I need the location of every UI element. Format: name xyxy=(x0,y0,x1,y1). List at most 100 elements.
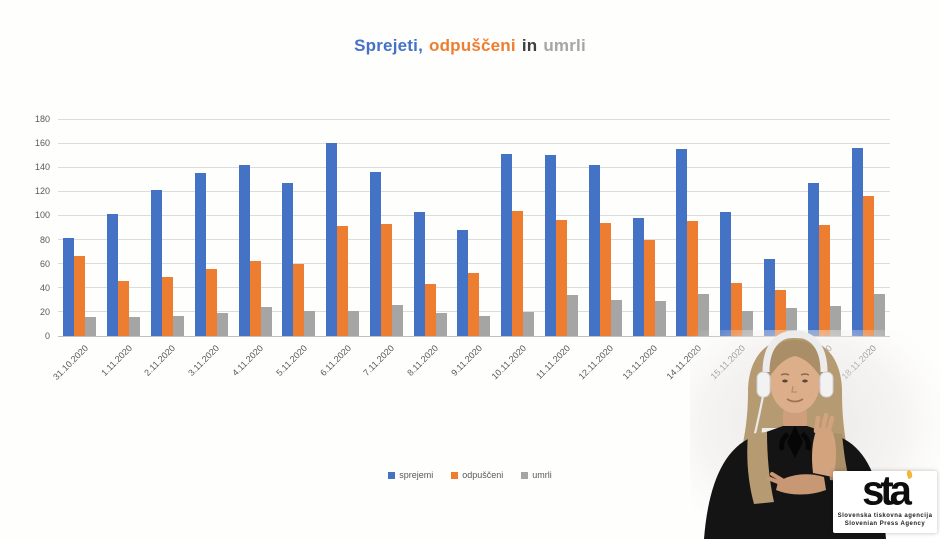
bar-group xyxy=(146,190,190,336)
y-axis-labels: 0 20 40 60 80 100 120 140 160 180 xyxy=(0,114,50,341)
bar-odpuščeni xyxy=(818,225,830,336)
bar-odpuščeni xyxy=(775,290,787,336)
bar-odpuščeni xyxy=(862,196,874,336)
hand-horizontal xyxy=(776,474,826,495)
bar-odpuščeni xyxy=(293,263,305,336)
legend: sprejemi odpuščeni umrli xyxy=(0,470,940,480)
bar-group xyxy=(846,147,890,336)
bar-sprejemi xyxy=(107,214,119,336)
y-tick-label: 100 xyxy=(34,210,50,221)
y-tick-label: 40 xyxy=(39,282,50,293)
legend-label: sprejemi xyxy=(399,470,434,480)
chart-area: 0 20 40 60 80 100 120 140 160 180 31.10.2020 1.11.… xyxy=(0,114,890,382)
bar-group xyxy=(277,182,321,336)
bar-group xyxy=(583,164,627,336)
y-tick-label: 140 xyxy=(34,162,50,173)
bar-group xyxy=(321,143,365,336)
headphone-cup-left xyxy=(756,371,771,398)
bar-sprejemi xyxy=(720,211,732,336)
x-tick-label: 31.10.2020 xyxy=(51,343,90,382)
bar-odpuščeni xyxy=(731,282,743,336)
bar-sprejemi xyxy=(282,182,294,336)
bar-odpuščeni xyxy=(205,268,217,336)
bar-odpuščeni xyxy=(556,220,568,336)
gridline xyxy=(58,263,890,265)
x-tick-label: 1.11.2020 xyxy=(98,343,134,378)
bar-sprejemi xyxy=(326,143,338,336)
gridline xyxy=(58,142,890,144)
bar-umrli xyxy=(129,316,141,336)
x-tick-label: 13.11.2020 xyxy=(620,343,660,382)
legend-item-odpuščeni: odpuščeni xyxy=(451,470,503,480)
x-tick-label: 12.11.2020 xyxy=(576,343,616,382)
title-part-odpusceni: odpuščeni xyxy=(429,36,516,55)
bar-odpuščeni xyxy=(249,261,261,336)
gridline xyxy=(58,214,890,216)
legend-item-sprejemi: sprejemi xyxy=(388,470,433,480)
bar-umrli xyxy=(742,310,754,336)
x-tick-label: 6.11.2020 xyxy=(317,343,353,378)
legend-swatch-icon xyxy=(388,471,396,479)
bar-group xyxy=(102,214,146,336)
x-tick-label: 8.11.2020 xyxy=(405,343,441,378)
bar-group xyxy=(802,182,846,336)
y-tick-label: 160 xyxy=(34,138,50,149)
bar-odpuščeni xyxy=(599,222,611,336)
bar-umrli xyxy=(216,313,228,336)
bar-umrli xyxy=(348,310,360,336)
bar-umrli xyxy=(786,308,798,336)
bar-odpuščeni xyxy=(337,226,349,336)
bar-odpuščeni xyxy=(512,210,524,336)
gridline xyxy=(58,190,890,192)
gridline xyxy=(58,118,890,120)
x-tick-label: 10.11.2020 xyxy=(489,343,528,382)
x-tick-label: 11.11.2020 xyxy=(533,343,572,381)
sta-logo-line2: Slovenian Press Agency xyxy=(844,521,926,527)
headphone-cup-right xyxy=(819,371,834,398)
bar-sprejemi xyxy=(501,153,513,336)
y-tick-label: 180 xyxy=(34,114,50,124)
bar-group xyxy=(58,238,102,336)
legend-label: odpuščeni xyxy=(462,470,504,480)
legend-swatch-icon xyxy=(521,471,529,479)
bar-odpuščeni xyxy=(118,280,130,336)
sta-logo-wordmark: sta xyxy=(862,469,914,512)
bar-sprejemi xyxy=(369,172,381,336)
chart-title: Sprejeti, odpuščeni in umrli xyxy=(0,36,940,56)
bar-sprejemi xyxy=(588,164,600,336)
y-tick-label: 20 xyxy=(39,306,50,317)
sta-logo: sta Slovenska tiskovna agencija Slovenia… xyxy=(833,469,937,533)
bar-sprejemi xyxy=(194,173,206,336)
bar-odpuščeni xyxy=(424,284,436,336)
x-tick-label: 9.11.2020 xyxy=(449,343,485,378)
bar-umrli xyxy=(304,310,316,336)
y-tick-label: 80 xyxy=(39,234,50,245)
bar-umrli xyxy=(654,301,666,336)
headphones-band xyxy=(762,330,828,373)
bar-sprejemi xyxy=(457,229,469,336)
gridline xyxy=(58,166,890,168)
bar-sprejemi xyxy=(238,164,250,336)
gridline xyxy=(58,239,890,241)
x-axis-line xyxy=(58,335,890,337)
x-tick-label: 2.11.2020 xyxy=(142,343,178,378)
bar-odpuščeni xyxy=(687,221,699,336)
bar-sprejemi xyxy=(851,147,863,336)
bar-group xyxy=(627,217,671,336)
bar-umrli xyxy=(172,315,184,336)
bar-group xyxy=(671,149,715,336)
plot-area xyxy=(58,118,890,337)
y-tick-label: 0 xyxy=(44,331,50,341)
bar-group xyxy=(496,153,540,336)
bar-group xyxy=(759,258,803,336)
bar-umrli xyxy=(873,293,885,336)
bar-group xyxy=(189,173,233,336)
title-part-umrli: umrli xyxy=(543,36,586,55)
bar-odpuščeni xyxy=(468,273,480,336)
x-tick-label: 3.11.2020 xyxy=(186,343,222,378)
bar-umrli xyxy=(698,293,710,336)
x-tick-label: 4.11.2020 xyxy=(230,343,266,378)
bar-umrli xyxy=(435,313,447,336)
title-part-in: in xyxy=(521,36,538,55)
x-tick-label: 5.11.2020 xyxy=(273,343,309,378)
